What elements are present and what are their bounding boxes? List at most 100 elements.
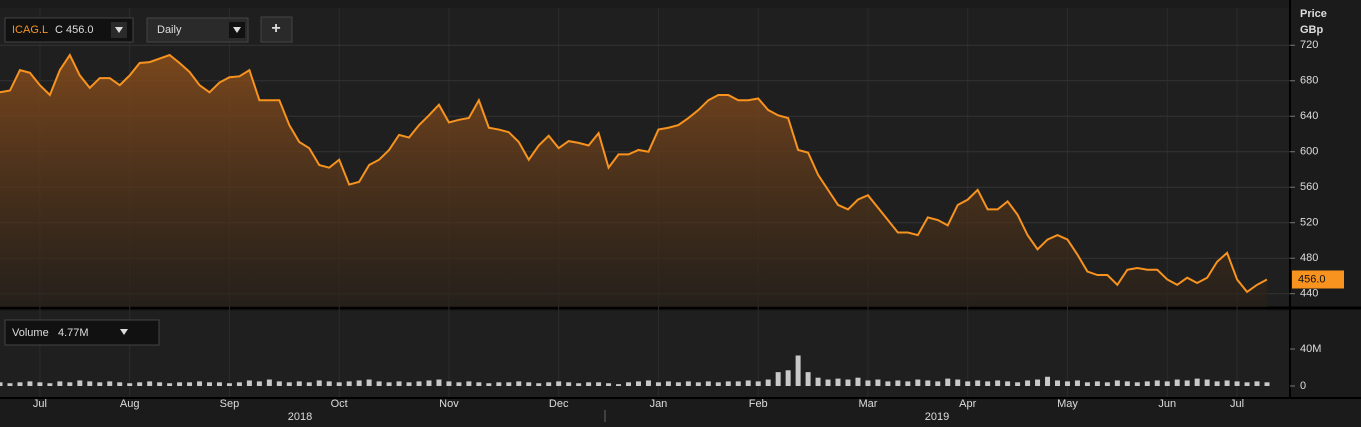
dropdown-arrow	[115, 27, 123, 33]
volume-bar	[925, 380, 931, 386]
add-label: +	[271, 20, 280, 37]
volume-bar	[117, 382, 123, 386]
volume-bar	[546, 382, 552, 386]
volume-bar	[905, 381, 911, 386]
volume-bar	[266, 379, 272, 386]
interval: Daily	[157, 24, 182, 36]
volume-bar	[1184, 380, 1190, 386]
volume-bar	[127, 383, 133, 386]
y-tick-label: 440	[1300, 288, 1318, 300]
axis-title: Price	[1300, 8, 1327, 20]
volume-bar	[1025, 380, 1031, 386]
marks	[0, 53, 1270, 386]
volume-bar	[1154, 380, 1160, 386]
volume-box[interactable]	[4, 319, 160, 346]
volume-bar	[137, 382, 143, 386]
volume-bar	[396, 381, 402, 386]
volume-bar	[1064, 381, 1070, 386]
volume-bar	[1124, 381, 1130, 386]
axis-unit: GBp	[1300, 24, 1324, 36]
volume-bar	[975, 380, 981, 386]
volume-bar	[17, 382, 23, 386]
volume-bar	[1194, 378, 1200, 386]
volume-bar	[596, 382, 602, 386]
volume-bar	[1074, 380, 1080, 386]
x-tick-label: Jun	[1158, 398, 1176, 410]
volume-bar	[1254, 381, 1260, 386]
volume-bar	[885, 381, 891, 386]
volume-bar	[1204, 379, 1210, 386]
volume-bar	[945, 378, 951, 386]
volume-bar	[815, 377, 821, 386]
volume-bar	[955, 379, 961, 386]
volume-bar	[7, 383, 13, 386]
volume-bar	[356, 380, 362, 386]
volume-bar	[1045, 376, 1051, 386]
volume-bar	[875, 379, 881, 386]
volume-bar	[935, 381, 941, 386]
volume-bar	[326, 381, 332, 386]
volume-bar	[825, 379, 831, 386]
volume-bar	[1264, 382, 1270, 386]
volume-bar	[416, 381, 422, 386]
volume-bar	[446, 381, 452, 386]
volume-bar	[256, 381, 262, 386]
volume-bar	[236, 382, 242, 386]
volume-bar	[985, 381, 991, 386]
volume-value: 4.77M	[58, 327, 89, 339]
volume-bar	[536, 383, 542, 386]
volume-bar	[635, 381, 641, 386]
y-tick-label: 640	[1300, 110, 1318, 122]
volume-bar	[167, 383, 173, 386]
volume-bar	[695, 382, 701, 386]
volume-bar	[1035, 379, 1041, 386]
volume-bar	[466, 381, 472, 386]
volume-bar	[835, 378, 841, 386]
volume-bar	[645, 380, 651, 386]
volume-bar	[845, 379, 851, 386]
volume-bar	[207, 382, 212, 386]
y-tick-label: 600	[1300, 146, 1318, 158]
volume-bar	[386, 382, 392, 386]
volume-bar	[725, 381, 731, 386]
x-tick-label: May	[1057, 398, 1078, 410]
volume-bar	[785, 370, 791, 386]
volume-name: Volume	[12, 327, 49, 339]
volume-bar	[1234, 381, 1240, 386]
volume-bar	[37, 382, 43, 386]
volume-bar	[715, 382, 721, 386]
volume-bar	[755, 381, 761, 386]
volume-bar	[67, 382, 73, 386]
volume-bar	[556, 381, 562, 386]
x-tick-label: Jul	[1230, 398, 1244, 410]
volume-bar	[765, 379, 771, 386]
volume-bar	[1214, 381, 1220, 386]
x-tick-label: Apr	[959, 398, 976, 410]
volume-bar	[855, 377, 861, 386]
volume-bar	[805, 372, 811, 386]
x-tick-label: Jul	[33, 398, 47, 410]
volume-bar	[895, 380, 901, 386]
x-tick-label: Mar	[858, 398, 877, 410]
volume-bar	[27, 381, 33, 386]
volume-bar	[306, 382, 312, 386]
year-label: 2018	[288, 411, 312, 423]
volume-bar	[276, 381, 282, 386]
close-value: C 456.0	[55, 24, 94, 36]
volume-bar	[406, 382, 412, 386]
volume-bar	[97, 382, 103, 386]
volume-bar	[506, 382, 512, 386]
volume-bar	[366, 379, 372, 386]
volume-bar	[1055, 380, 1060, 386]
dropdown-arrow	[120, 329, 128, 335]
volume-bar	[616, 384, 622, 386]
volume-bar	[87, 381, 93, 386]
volume-bar	[665, 381, 671, 386]
volume-bar	[496, 382, 502, 386]
volume-bar	[1134, 382, 1140, 386]
volume-bar	[1144, 381, 1150, 386]
volume-bar	[1224, 380, 1230, 386]
add-button[interactable]	[260, 16, 293, 43]
volume-bar	[705, 381, 711, 386]
